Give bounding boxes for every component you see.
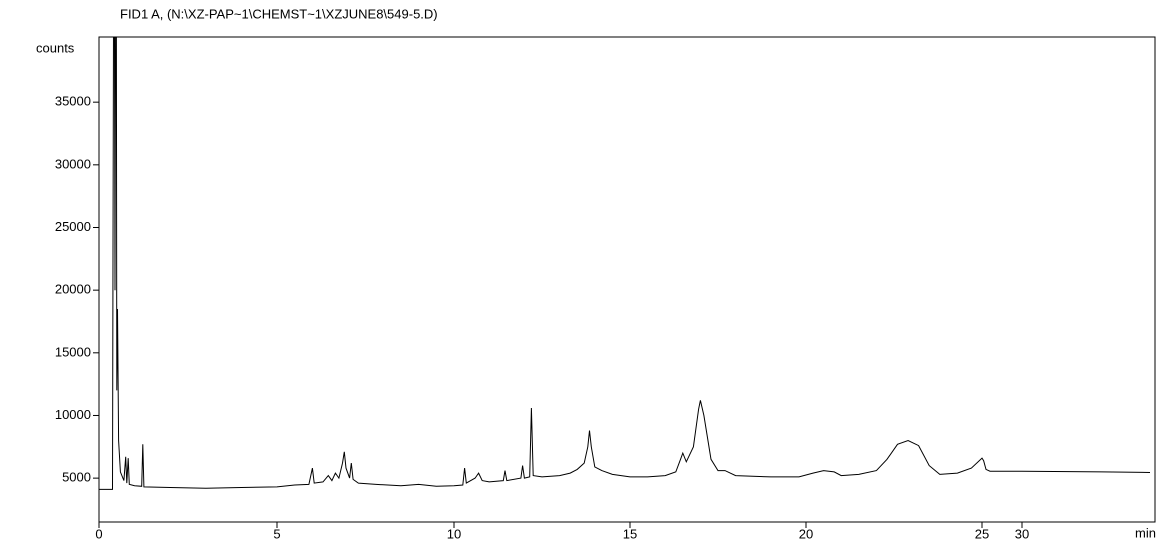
x-tick-label: 5 <box>273 526 280 541</box>
x-tick-label: 25 <box>975 526 989 541</box>
trace <box>99 37 1151 490</box>
y-tick-label: 35000 <box>55 94 91 109</box>
y-axis-label: counts <box>36 40 75 55</box>
y-tick-label: 25000 <box>55 219 91 234</box>
chart-title: FID1 A, (N:\XZ-PAP~1\CHEMST~1\XZJUNE8\54… <box>120 6 438 21</box>
x-tick-label: 0 <box>95 526 102 541</box>
plot-frame <box>98 36 1156 523</box>
x-tick-label: 15 <box>623 526 637 541</box>
x-axis-label: min <box>1135 525 1156 540</box>
x-tick-label: 20 <box>799 526 813 541</box>
y-tick-label: 15000 <box>55 344 91 359</box>
y-tick-label: 5000 <box>62 470 91 485</box>
x-tick-label: 30 <box>1015 526 1029 541</box>
y-tick-label: 20000 <box>55 282 91 297</box>
x-tick-label: 10 <box>447 526 461 541</box>
y-tick-label: 30000 <box>55 156 91 171</box>
y-tick-label: 10000 <box>55 407 91 422</box>
